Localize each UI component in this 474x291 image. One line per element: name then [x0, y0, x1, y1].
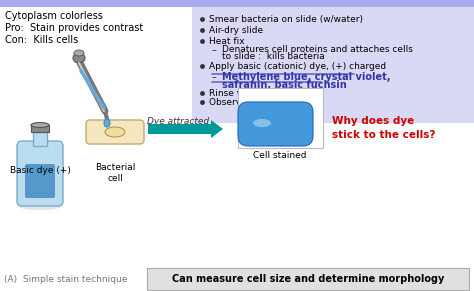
Text: Methylene blue, crystal violet,: Methylene blue, crystal violet,: [222, 72, 391, 82]
Text: Cell stained: Cell stained: [253, 151, 307, 160]
Ellipse shape: [73, 53, 85, 63]
FancyBboxPatch shape: [0, 0, 474, 7]
Bar: [33, 132, 47, 146]
Text: Pro:  Stain provides contrast: Pro: Stain provides contrast: [5, 23, 143, 33]
Text: Why does dye
stick to the cells?: Why does dye stick to the cells?: [332, 116, 436, 140]
Text: safranin, basic fuchsin: safranin, basic fuchsin: [222, 80, 347, 90]
FancyArrow shape: [148, 120, 223, 138]
Text: Observe w/ microscope: Observe w/ microscope: [209, 98, 315, 107]
Text: Smear bacteria on slide (w/water): Smear bacteria on slide (w/water): [209, 15, 363, 24]
Ellipse shape: [253, 119, 271, 127]
Ellipse shape: [31, 123, 49, 127]
Text: Basic dye (+): Basic dye (+): [9, 166, 71, 175]
Text: Can measure cell size and determine morphology: Can measure cell size and determine morp…: [172, 274, 444, 284]
Text: Air-dry slide: Air-dry slide: [209, 26, 263, 35]
FancyBboxPatch shape: [147, 268, 469, 290]
Text: Apply basic (cationic) dye, (+) charged: Apply basic (cationic) dye, (+) charged: [209, 62, 386, 71]
FancyBboxPatch shape: [86, 120, 144, 144]
Text: Rinse w/ water and blot: Rinse w/ water and blot: [209, 89, 316, 98]
Bar: [0, 267, 474, 291]
Text: Dye attracted: Dye attracted: [147, 117, 209, 126]
Text: –: –: [212, 45, 217, 55]
Text: Cytoplasm colorless: Cytoplasm colorless: [5, 11, 103, 21]
Text: Bacterial
cell: Bacterial cell: [95, 163, 135, 183]
Text: –: –: [212, 72, 217, 82]
Ellipse shape: [18, 202, 62, 210]
FancyBboxPatch shape: [238, 102, 313, 146]
Ellipse shape: [74, 50, 84, 56]
FancyBboxPatch shape: [25, 164, 55, 198]
FancyBboxPatch shape: [192, 7, 474, 123]
Ellipse shape: [105, 127, 125, 137]
Text: (A)  Simple stain technique: (A) Simple stain technique: [4, 274, 128, 283]
Ellipse shape: [104, 119, 110, 127]
Bar: [31, 125, 49, 132]
Text: to slide :  kills bacteria: to slide : kills bacteria: [222, 52, 325, 61]
Text: Con:  Kills cells: Con: Kills cells: [5, 35, 78, 45]
Text: Heat fix: Heat fix: [209, 37, 245, 46]
FancyBboxPatch shape: [238, 88, 323, 148]
Text: Denatures cell proteins and attaches cells: Denatures cell proteins and attaches cel…: [222, 45, 413, 54]
FancyBboxPatch shape: [17, 141, 63, 206]
